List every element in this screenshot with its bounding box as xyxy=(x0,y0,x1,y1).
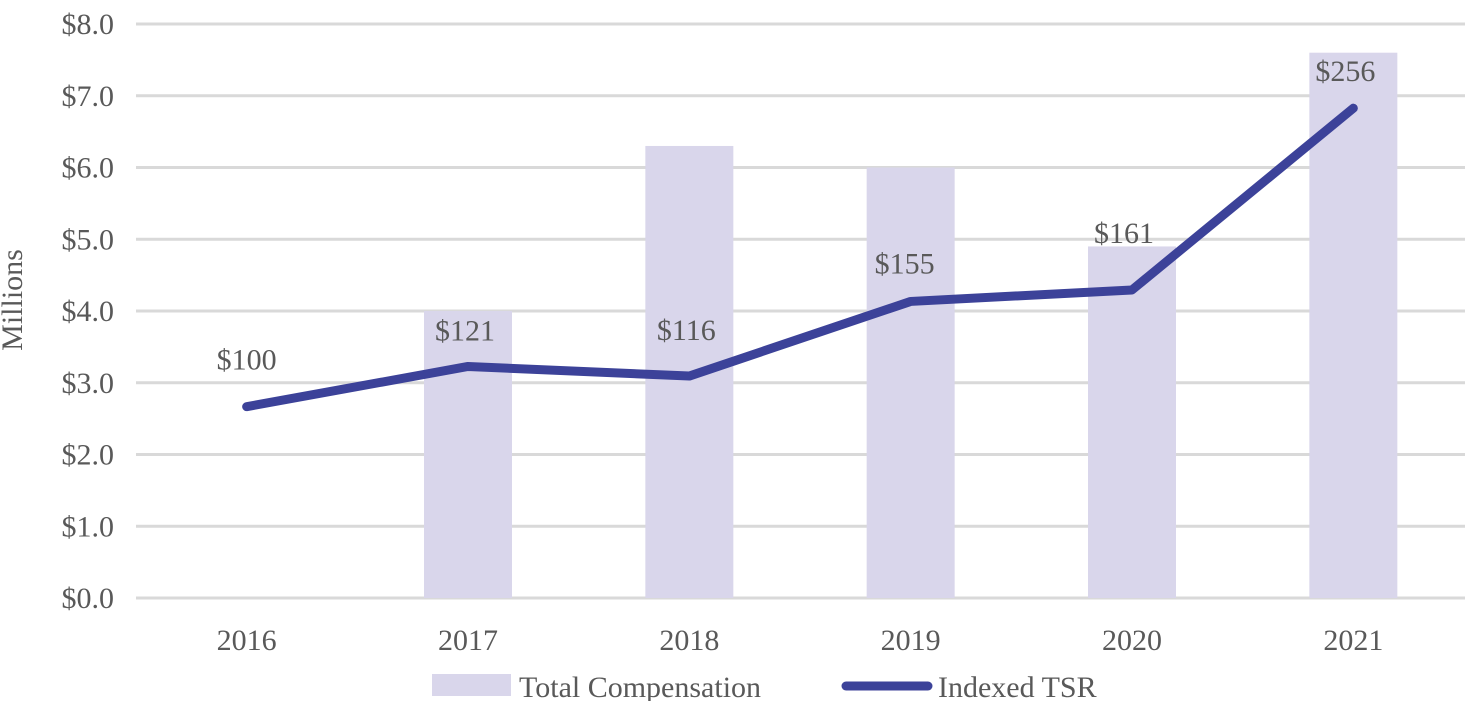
indexed-tsr-line xyxy=(242,103,1358,412)
legend-label-total-compensation: Total Compensation xyxy=(519,671,761,701)
tsr-data-label-2017: $121 xyxy=(435,314,495,347)
x-axis-category-label: 2019 xyxy=(881,624,941,657)
x-axis-category-label: 2020 xyxy=(1102,624,1162,657)
y-axis-tick-label: $0.0 xyxy=(62,582,115,615)
tsr-data-label-2020: $161 xyxy=(1094,217,1154,250)
tsr-data-label-2021: $256 xyxy=(1315,55,1375,88)
y-axis-tick-label: $8.0 xyxy=(62,8,115,41)
y-axis-tick-label: $3.0 xyxy=(62,367,115,400)
y-axis-tick-label: $2.0 xyxy=(62,439,115,472)
x-axis-category-label: 2018 xyxy=(659,624,719,657)
y-axis-tick-label: $5.0 xyxy=(62,223,115,256)
bar-total-compensation-2017 xyxy=(424,311,512,598)
x-axis-category-label: 2016 xyxy=(217,624,277,657)
tsr-data-label-2019: $155 xyxy=(875,247,935,280)
y-axis-tick-label: $6.0 xyxy=(62,152,115,185)
bar-total-compensation-2020 xyxy=(1088,246,1176,599)
y-axis-tick-label: $1.0 xyxy=(62,510,115,543)
y-axis-tick-label: $4.0 xyxy=(62,295,115,328)
y-axis-tick-label: $7.0 xyxy=(62,80,115,113)
x-axis-category-label: 2017 xyxy=(438,624,498,657)
bar-total-compensation-2021 xyxy=(1309,52,1398,598)
legend-swatch-total-compensation xyxy=(432,674,511,696)
y-axis-title: Millions xyxy=(0,249,29,351)
legend-label-indexed-tsr: Indexed TSR xyxy=(938,671,1097,701)
bar-total-compensation-2019 xyxy=(866,167,955,598)
tsr-data-label-2016: $100 xyxy=(217,344,277,377)
x-axis-category-label: 2021 xyxy=(1323,624,1383,657)
tsr-data-label-2018: $116 xyxy=(657,314,716,347)
